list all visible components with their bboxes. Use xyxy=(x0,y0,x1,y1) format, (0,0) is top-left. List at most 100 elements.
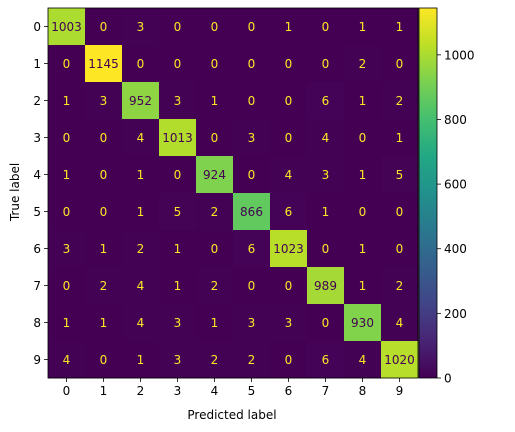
matrix-cell xyxy=(48,8,86,46)
cell-value-label: 0 xyxy=(100,20,108,34)
x-tick-label: 6 xyxy=(285,384,293,398)
matrix-cell xyxy=(233,119,271,157)
cell-value-label: 1 xyxy=(396,131,404,145)
matrix-cell xyxy=(344,304,382,342)
matrix-cell xyxy=(85,45,123,83)
cell-value-label: 0 xyxy=(174,168,182,182)
cell-value-label: 0 xyxy=(248,94,256,108)
y-tick-label: 5 xyxy=(33,205,41,219)
matrix-cell xyxy=(122,193,160,231)
cell-value-label: 1023 xyxy=(273,242,304,256)
cell-value-label: 4 xyxy=(137,316,145,330)
matrix-cell xyxy=(196,341,234,379)
cell-value-label: 2 xyxy=(211,279,219,293)
cell-value-label: 3 xyxy=(174,316,182,330)
cell-value-label: 866 xyxy=(240,205,263,219)
matrix-cell xyxy=(159,267,197,305)
cell-value-label: 0 xyxy=(322,57,330,71)
matrix-cell xyxy=(233,267,271,305)
colorbar-tick-label: 400 xyxy=(444,242,467,256)
cell-value-label: 2 xyxy=(396,279,404,293)
cell-value-label: 2 xyxy=(211,205,219,219)
cell-value-label: 0 xyxy=(396,205,404,219)
cell-value-label: 3 xyxy=(174,353,182,367)
matrix-cell xyxy=(122,156,160,194)
matrix-cell xyxy=(381,156,419,194)
cell-value-label: 1 xyxy=(285,20,293,34)
cell-value-label: 3 xyxy=(285,316,293,330)
cell-value-label: 1 xyxy=(174,242,182,256)
matrix-cell xyxy=(307,267,345,305)
cell-value-label: 0 xyxy=(285,353,293,367)
matrix-cell xyxy=(381,304,419,342)
matrix-cell xyxy=(270,193,308,231)
cell-value-label: 0 xyxy=(174,20,182,34)
cell-value-label: 3 xyxy=(248,316,256,330)
matrix-cell xyxy=(233,8,271,46)
x-tick-label: 7 xyxy=(322,384,330,398)
matrix-cell xyxy=(233,45,271,83)
cell-value-label: 0 xyxy=(322,242,330,256)
cell-value-label: 1 xyxy=(322,205,330,219)
cell-value-label: 952 xyxy=(129,94,152,108)
matrix-cell xyxy=(233,82,271,120)
matrix-cell xyxy=(307,193,345,231)
cell-value-label: 1 xyxy=(359,20,367,34)
cell-value-label: 0 xyxy=(359,205,367,219)
cell-value-label: 0 xyxy=(100,168,108,182)
cell-value-label: 0 xyxy=(285,131,293,145)
cell-value-label: 1145 xyxy=(88,57,119,71)
matrix-cell xyxy=(85,193,123,231)
y-tick-label: 7 xyxy=(33,279,41,293)
y-axis: 0 1 2 3 4 5 6 7 8 9 xyxy=(33,20,48,367)
cell-value-label: 1003 xyxy=(51,20,82,34)
cell-value-label: 1 xyxy=(211,94,219,108)
cell-value-label: 1 xyxy=(359,94,367,108)
matrix-cell xyxy=(48,193,86,231)
colorbar-tick-label: 200 xyxy=(444,307,467,321)
matrix-cell xyxy=(159,156,197,194)
colorbar-gradient xyxy=(418,7,438,379)
matrix-cell xyxy=(344,8,382,46)
y-tick-label: 4 xyxy=(33,168,41,182)
x-tick-label: 5 xyxy=(248,384,256,398)
matrix-cell xyxy=(48,45,86,83)
matrix-cell xyxy=(381,267,419,305)
cell-value-label: 3 xyxy=(63,242,71,256)
matrix-cell xyxy=(344,119,382,157)
cell-value-label: 0 xyxy=(322,316,330,330)
x-axis-label: Predicted label xyxy=(187,408,276,422)
x-tick-label: 3 xyxy=(174,384,182,398)
y-tick-label: 8 xyxy=(33,316,41,330)
cell-value-label: 1 xyxy=(359,242,367,256)
cell-value-label: 1 xyxy=(63,316,71,330)
cell-value-label: 1020 xyxy=(384,353,415,367)
matrix-cell xyxy=(159,304,197,342)
matrix-cell xyxy=(307,82,345,120)
matrix-cell xyxy=(48,341,86,379)
matrix-cell xyxy=(48,119,86,157)
matrix-cell xyxy=(85,341,123,379)
colorbar-tick-label: 800 xyxy=(444,113,467,127)
cell-value-label: 0 xyxy=(63,57,71,71)
matrix-cell xyxy=(122,8,160,46)
cell-value-label: 930 xyxy=(351,316,374,330)
cell-value-label: 2 xyxy=(100,279,108,293)
cell-value-label: 4 xyxy=(396,316,404,330)
cell-value-label: 0 xyxy=(322,20,330,34)
matrix-cell xyxy=(196,8,234,46)
matrix-cell xyxy=(196,156,234,194)
matrix-cell xyxy=(270,304,308,342)
cell-value-label: 0 xyxy=(396,57,404,71)
cell-value-label: 0 xyxy=(63,279,71,293)
x-axis: 0 1 2 3 4 5 6 7 8 9 xyxy=(63,378,403,398)
y-tick-label: 9 xyxy=(33,353,41,367)
cell-value-label: 1 xyxy=(359,279,367,293)
cell-value-label: 5 xyxy=(174,205,182,219)
cell-value-label: 0 xyxy=(248,168,256,182)
cell-value-label: 1 xyxy=(174,279,182,293)
matrix-cell xyxy=(307,341,345,379)
cell-value-label: 0 xyxy=(100,205,108,219)
matrix-cell xyxy=(344,267,382,305)
cell-value-label: 0 xyxy=(285,57,293,71)
